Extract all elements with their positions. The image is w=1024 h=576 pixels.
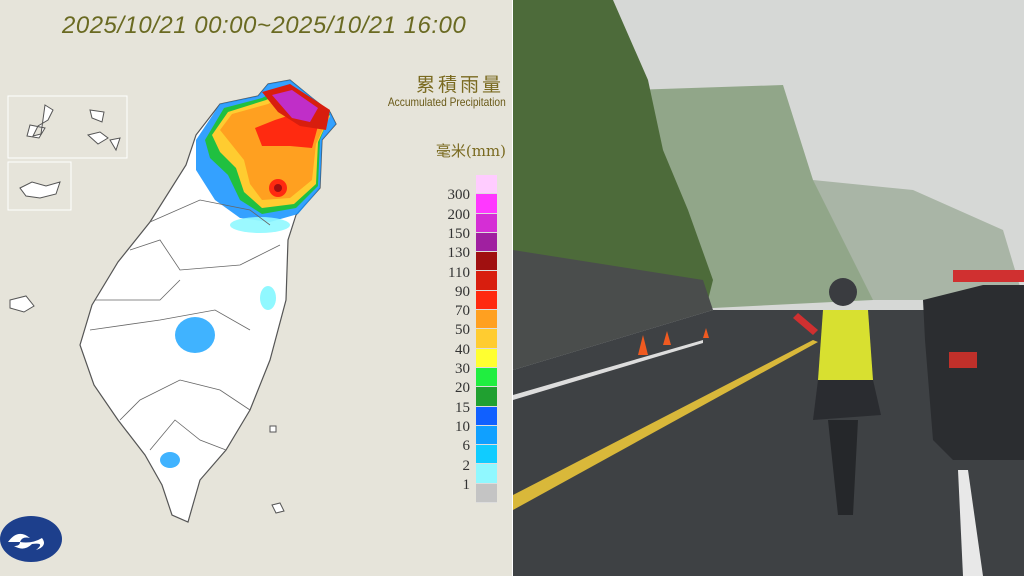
legend-label: 130 <box>447 245 471 262</box>
legend-swatch <box>476 252 497 272</box>
legend-swatch <box>476 290 497 311</box>
legend-swatch <box>476 194 497 214</box>
legend-label: 30 <box>455 361 470 377</box>
legend-label: 50 <box>455 322 470 339</box>
legend-label: 6 <box>462 438 471 455</box>
roadside-photo <box>513 0 1024 576</box>
traffic-officer <box>793 278 881 515</box>
cwa-logo <box>0 516 62 562</box>
legend-label: 200 <box>447 206 471 223</box>
legend-title-english: Accumulated Precipitation <box>388 95 506 109</box>
taiwan-map <box>7 79 337 523</box>
legend-label: 10 <box>455 418 470 435</box>
legend-swatch <box>476 387 497 407</box>
time-range-title: 2025/10/21 00:00~2025/10/21 16:00 <box>62 12 467 39</box>
legend-swatch <box>476 483 497 504</box>
legend-label: 15 <box>455 399 470 416</box>
legend-swatch <box>476 329 497 349</box>
legend-title-chinese: 累積雨量 <box>415 74 504 96</box>
wet-road <box>513 310 1024 576</box>
police-light-bar <box>953 270 1024 282</box>
precipitation-legend <box>476 175 497 504</box>
legend-unit: 毫米(mm) <box>435 142 506 160</box>
rainfall-overlay <box>160 80 336 468</box>
legend-label: 300 <box>447 187 471 204</box>
legend-label: 70 <box>455 303 470 320</box>
rainfall-map-panel: 2025/10/21 00:00~2025/10/21 16:00 累積雨量 A… <box>0 0 512 576</box>
legend-label: 40 <box>455 341 470 358</box>
legend-swatch <box>476 175 497 195</box>
legend-swatch <box>476 232 497 253</box>
photo-scene <box>513 0 1024 576</box>
county-borders <box>89 199 281 451</box>
legend-label: 1 <box>462 476 471 493</box>
legend-swatch <box>476 425 497 446</box>
legend-swatch <box>476 213 497 233</box>
legend-label: 110 <box>448 264 470 281</box>
cliff-near <box>513 0 713 300</box>
legend-swatch <box>476 445 497 465</box>
retaining-wall <box>513 250 713 370</box>
legend-swatch <box>476 271 497 291</box>
legend-label: 150 <box>447 225 471 242</box>
traffic-cones <box>638 328 709 355</box>
road-edge-line <box>958 470 983 576</box>
legend-label: 20 <box>455 380 470 397</box>
legend-swatch <box>476 406 497 426</box>
outlying-islands <box>7 95 285 514</box>
traffic-baton <box>793 313 818 335</box>
police-car <box>923 285 1024 460</box>
legend-swatch <box>476 464 497 484</box>
legend-swatch <box>476 367 497 388</box>
legend-label: 2 <box>462 457 471 474</box>
legend-swatch <box>476 310 497 330</box>
legend-swatch <box>476 348 497 368</box>
yellow-centerline <box>513 340 818 510</box>
legend-label: 90 <box>455 283 470 300</box>
